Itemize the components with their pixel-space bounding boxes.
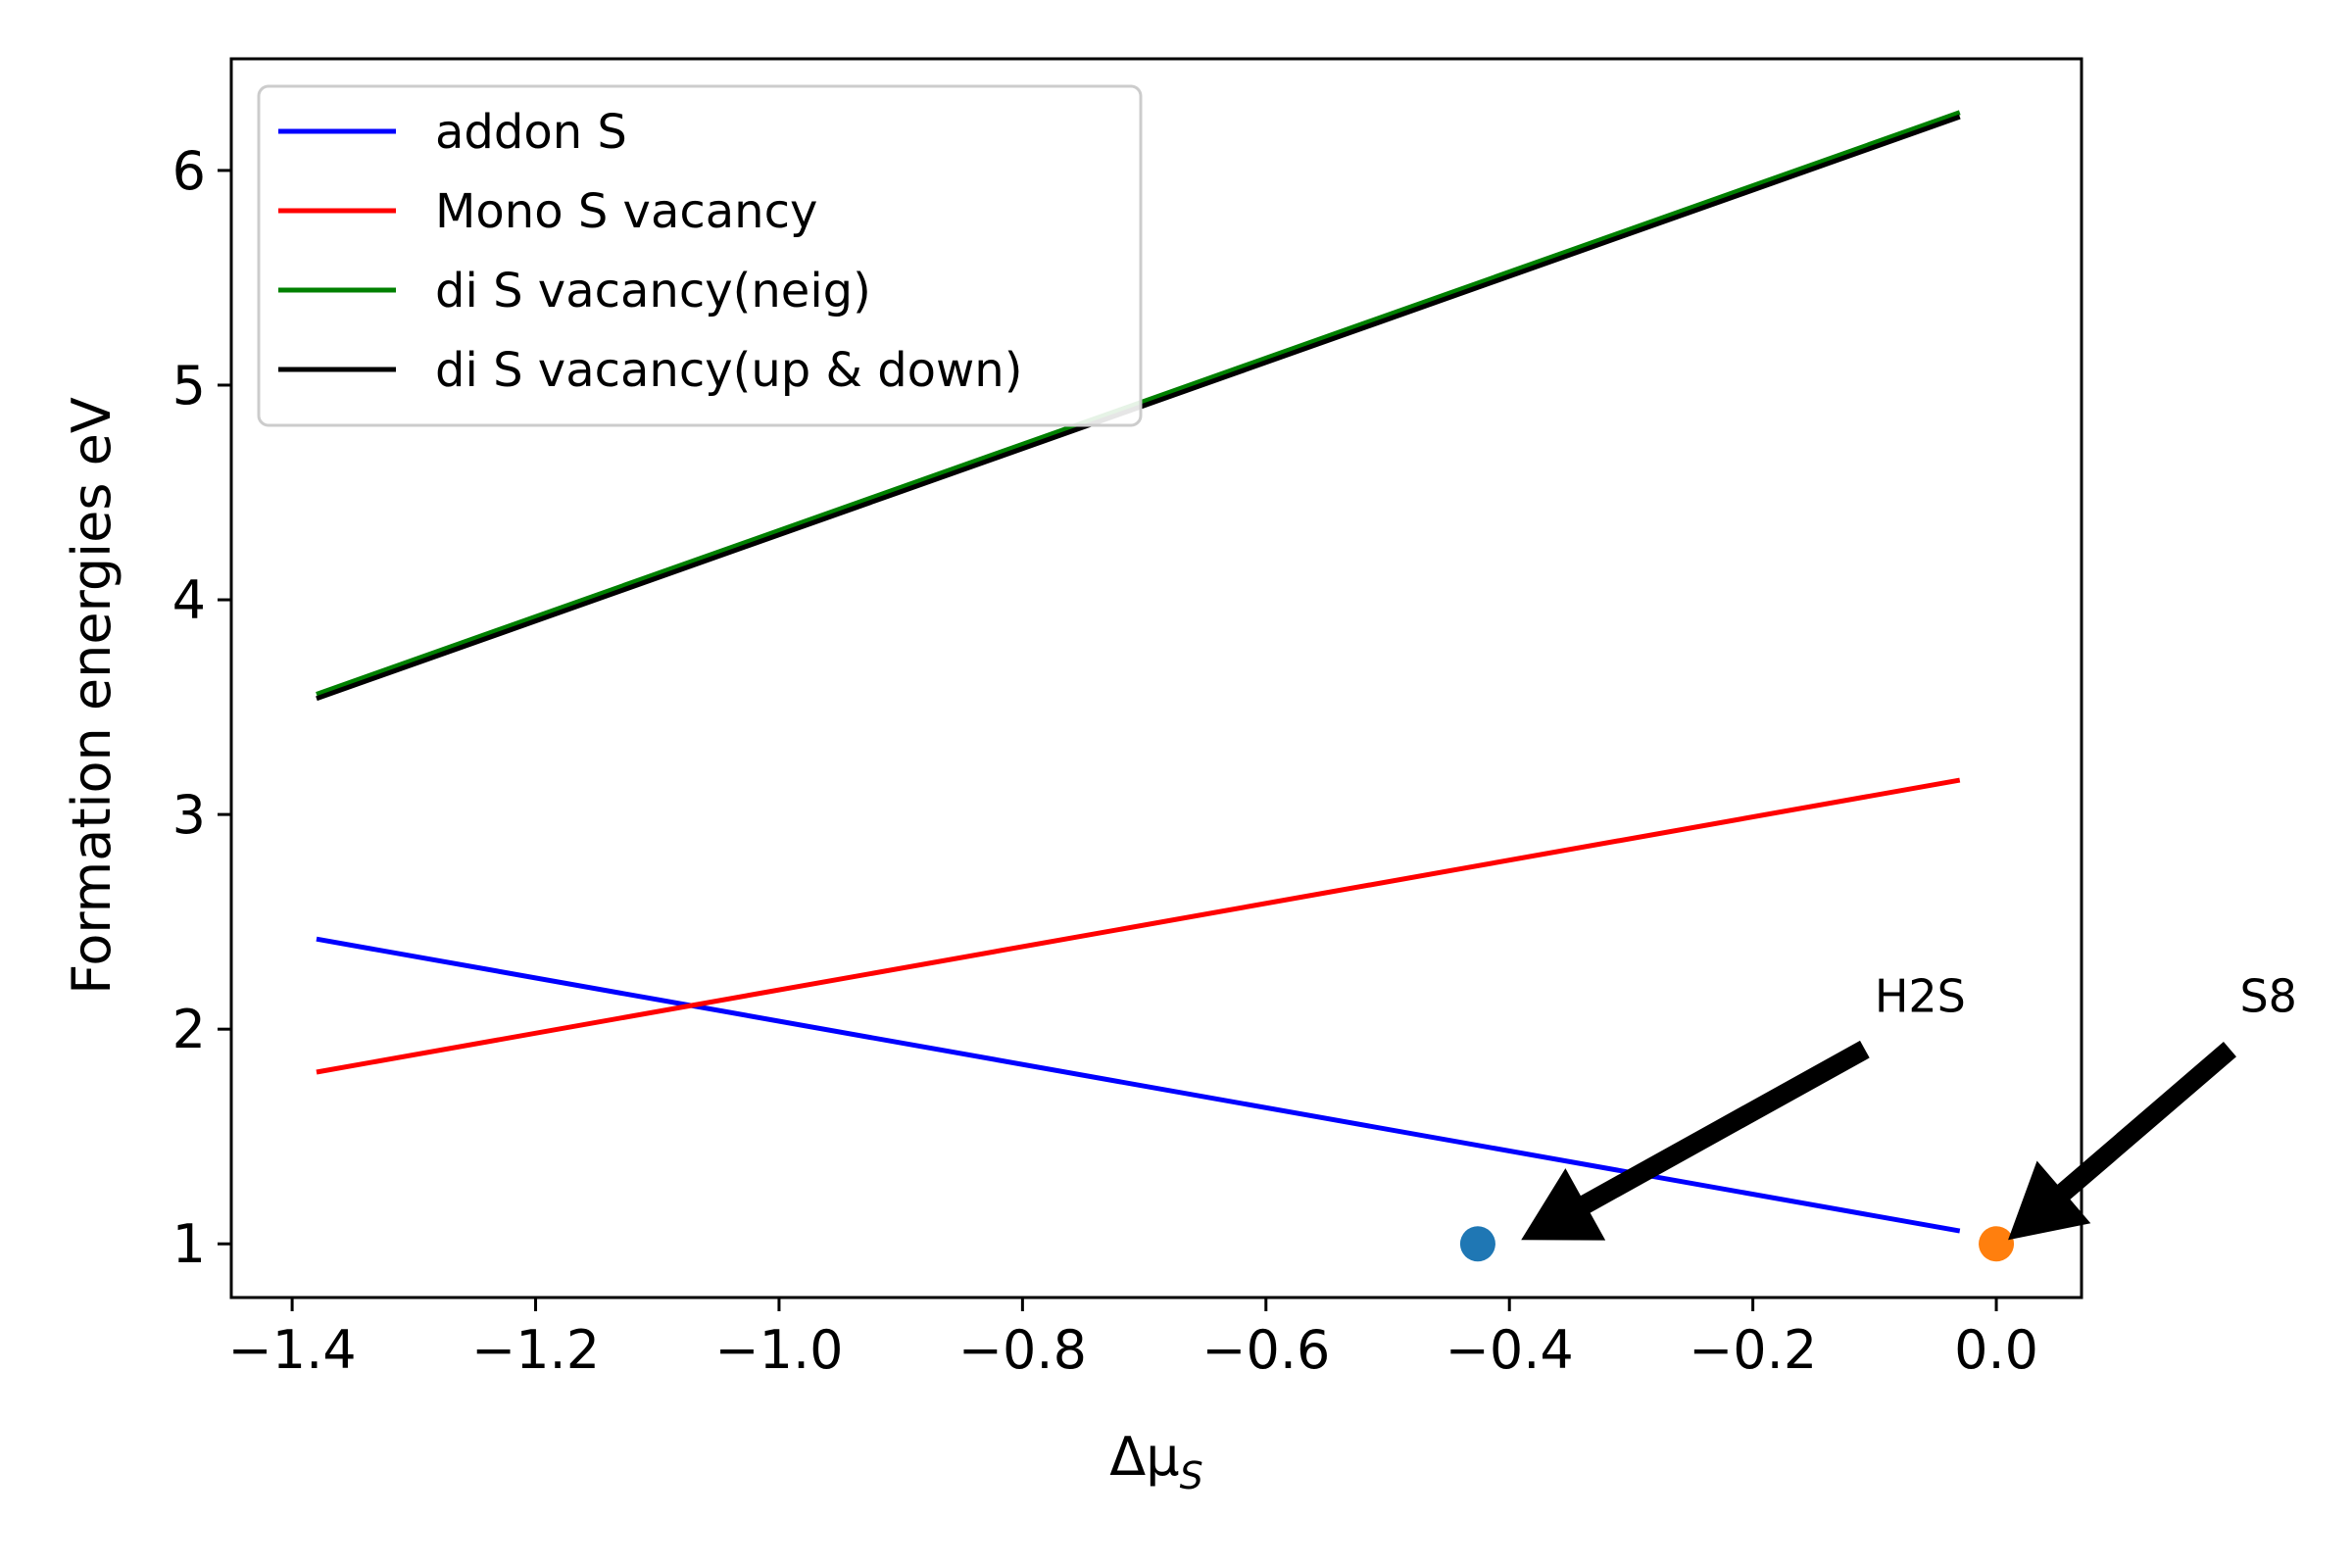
annotation-arrow-2 xyxy=(2008,1042,2236,1241)
y-tick-label-3: 3 xyxy=(172,784,206,846)
x-axis-title-main: Δμ xyxy=(1109,1426,1179,1488)
y-tick-label-6: 6 xyxy=(172,140,206,202)
x-tick-label-7: −0.2 xyxy=(1689,1319,1817,1381)
x-tick-label-8: 0.0 xyxy=(1954,1319,2038,1381)
x-axis-title: ΔμS xyxy=(1109,1426,1202,1497)
legend-label-4: di S vacancy(up & down) xyxy=(435,343,1022,398)
annotation-label-1: H2S xyxy=(1875,970,1966,1023)
x-tick-label-5: −0.6 xyxy=(1201,1319,1330,1381)
x-axis-title-subscript: S xyxy=(1180,1454,1203,1497)
y-tick-label-2: 2 xyxy=(172,999,206,1060)
legend-label-2: Mono S vacancy xyxy=(435,184,817,239)
series-line-1 xyxy=(316,936,1961,1234)
legend: addon S Mono S vacancy di S vacancy(neig) d… xyxy=(257,84,1143,427)
annotation-arrow-1 xyxy=(1521,1040,1870,1241)
y-axis-title: Formation energies eV xyxy=(61,397,122,995)
y-tick-label-5: 5 xyxy=(172,355,206,416)
axes-frame xyxy=(229,57,2083,1299)
scatter-point-1 xyxy=(1459,1226,1495,1262)
y-tick-label-1: 1 xyxy=(172,1213,206,1275)
annotation-label-2: S8 xyxy=(2239,970,2296,1023)
x-tick-label-3: −1.0 xyxy=(714,1319,843,1381)
legend-label-1: addon S xyxy=(435,105,627,160)
series-line-2 xyxy=(316,777,1961,1075)
x-tick-label-6: −0.4 xyxy=(1446,1319,1574,1381)
legend-label-3: di S vacancy(neig) xyxy=(435,264,871,318)
x-tick-label-4: −0.8 xyxy=(958,1319,1087,1381)
y-tick-label-4: 4 xyxy=(172,569,206,631)
x-tick-label-1: −1.4 xyxy=(228,1319,357,1381)
legend-box xyxy=(257,84,1143,427)
plot-area: H2S S8 −1.4 −1.2 −1.0 −0.8 −0.6 −0.4 −0.2 0.0 1 2 3 4… xyxy=(172,57,2297,1381)
scatter-point-2 xyxy=(1979,1226,2015,1262)
x-tick-label-2: −1.2 xyxy=(471,1319,600,1381)
